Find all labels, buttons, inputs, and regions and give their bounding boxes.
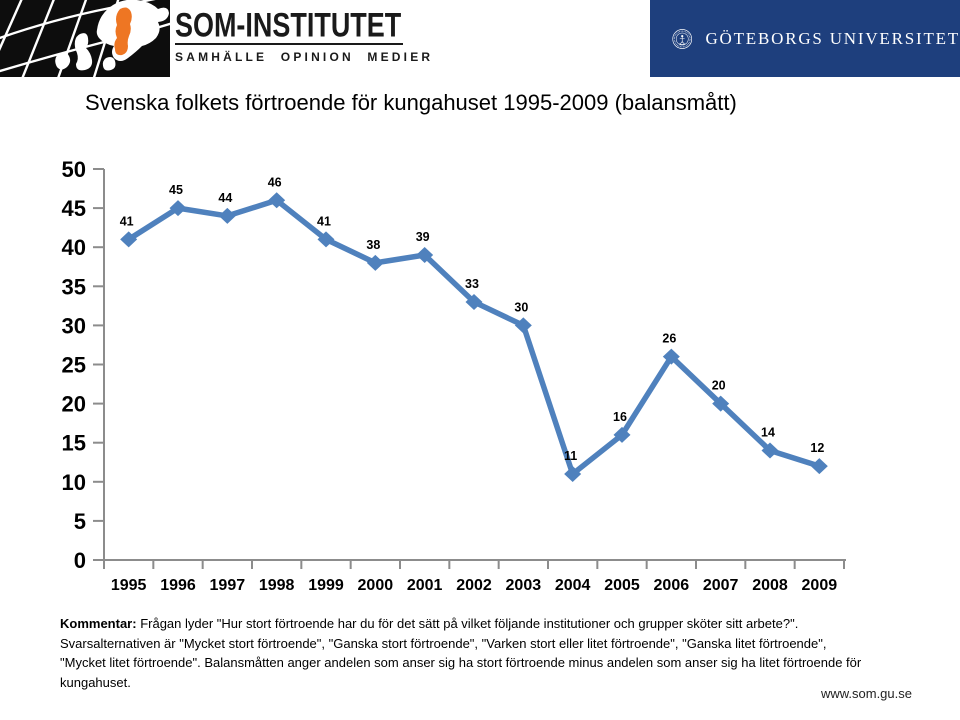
- website-url: www.som.gu.se: [820, 686, 912, 701]
- data-point-marker: [268, 192, 286, 209]
- x-axis-label: 2007: [703, 577, 739, 594]
- y-axis-label: 30: [62, 313, 86, 338]
- som-institute-title: SOM-INSTITUTET: [175, 5, 402, 45]
- comment-line: Svarsalternativen är "Mycket stort förtr…: [60, 635, 827, 651]
- y-axis-label: 15: [62, 431, 86, 456]
- data-point-marker: [810, 458, 828, 475]
- data-point-label: 41: [317, 214, 331, 228]
- x-axis-label: 2004: [555, 577, 591, 594]
- data-point-marker: [712, 395, 730, 412]
- world-map-logo-icon: [0, 0, 170, 77]
- data-point-marker: [120, 231, 138, 248]
- x-axis-label: 1998: [259, 577, 295, 594]
- data-point-label: 41: [120, 214, 134, 228]
- data-point-marker: [465, 293, 483, 310]
- x-axis-label: 2000: [358, 577, 394, 594]
- comment-line: Kommentar: Frågan lyder "Hur stort förtr…: [60, 614, 861, 634]
- y-axis-label: 0: [74, 548, 86, 573]
- data-point-label: 39: [416, 230, 430, 244]
- data-line: [125, 197, 823, 477]
- data-point-marker: [662, 348, 680, 365]
- x-axis-label: 1999: [308, 577, 344, 594]
- data-point-label: 44: [218, 191, 232, 205]
- x-axis-label: 2005: [604, 577, 640, 594]
- data-point-label: 46: [268, 175, 282, 189]
- comment-line: kungahuset.: [60, 674, 131, 690]
- data-point-marker: [761, 442, 779, 459]
- som-institute-subtitle: SAMHÄLLE OPINION MEDIER: [175, 50, 434, 64]
- page-title: Svenska folkets förtroende för kungahuse…: [85, 90, 737, 115]
- data-point-marker: [514, 317, 532, 334]
- data-point-label: 11: [564, 449, 577, 463]
- comment-label: Kommentar:: [60, 616, 137, 631]
- data-point-marker: [317, 231, 335, 248]
- data-point-marker: [613, 426, 631, 443]
- comment-text: Frågan lyder "Hur stort förtroende har d…: [136, 616, 799, 631]
- data-point-label: 14: [761, 426, 775, 440]
- data-point-label: 20: [712, 379, 726, 393]
- comment-line: "Mycket litet förtroende". Balansmåtten …: [60, 655, 862, 670]
- data-point-marker: [218, 207, 236, 224]
- x-axis-label: 2001: [407, 577, 443, 594]
- data-point-label: 26: [662, 332, 676, 346]
- university-name: GÖTEBORGS UNIVERSITET: [705, 28, 960, 48]
- som-institute-wordmark: SOM-INSTITUTET SAMHÄLLE OPINION MEDIER: [175, 5, 435, 64]
- som-wordmark-divider: [175, 43, 403, 45]
- data-point-label: 38: [366, 238, 380, 252]
- data-point-label: 30: [514, 300, 528, 314]
- data-point-label: 45: [169, 183, 183, 197]
- data-point-marker: [169, 200, 187, 217]
- data-point-marker: [564, 465, 582, 482]
- data-point-label: 33: [465, 277, 479, 291]
- university-seal-icon: [672, 28, 693, 49]
- x-axis-label: 2006: [654, 577, 690, 594]
- y-axis-label: 35: [62, 274, 86, 299]
- comment-block: Kommentar: Frågan lyder "Hur stort förtr…: [60, 614, 861, 692]
- y-axis-label: 20: [62, 392, 86, 417]
- x-axis-label: 1996: [160, 577, 196, 594]
- y-axis-label: 25: [62, 353, 86, 378]
- data-point-label: 16: [613, 410, 627, 424]
- gothenburg-university-banner: GÖTEBORGS UNIVERSITET: [650, 0, 960, 77]
- x-axis-label: 2008: [752, 577, 788, 594]
- trust-line-chart: 0 5 10 15 20 25 30 35 40 45 50 1995 1996 1997 1998 1999…: [62, 157, 846, 594]
- y-axis-label: 45: [62, 196, 86, 221]
- y-axis-label: 5: [74, 509, 86, 534]
- data-point-marker: [366, 254, 384, 271]
- x-axis-label: 2003: [506, 577, 542, 594]
- x-axis-label: 2002: [456, 577, 492, 594]
- data-point-label: 12: [810, 441, 824, 455]
- x-axis-label: 1997: [210, 577, 246, 594]
- y-axis-label: 10: [62, 470, 86, 495]
- x-axis-label: 2009: [802, 577, 838, 594]
- y-axis-label: 40: [62, 235, 86, 260]
- y-axis-label: 50: [62, 157, 86, 182]
- x-axis-label: 1995: [111, 577, 147, 594]
